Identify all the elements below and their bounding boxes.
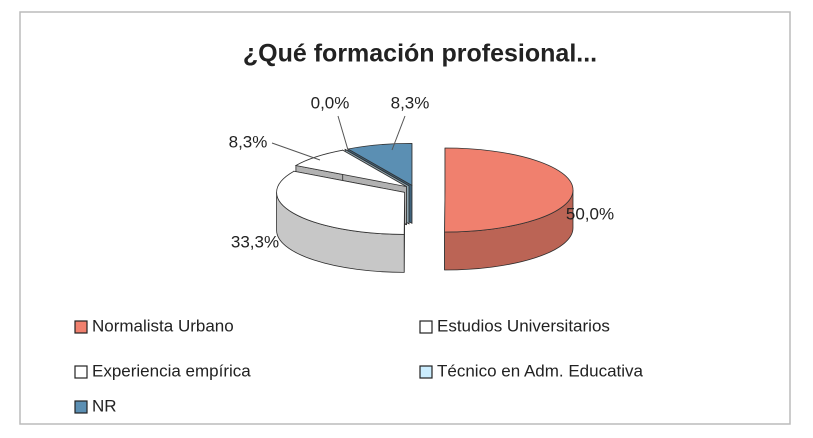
- data-label: 8,3%: [229, 132, 268, 151]
- data-label: 8,3%: [391, 93, 430, 112]
- legend-label: Estudios Universitarios: [437, 316, 610, 335]
- legend-label: NR: [92, 396, 117, 415]
- legend-label: Técnico en Adm. Educativa: [437, 361, 644, 380]
- legend-swatch: [420, 321, 432, 333]
- data-label: 50,0%: [566, 204, 614, 223]
- legend-label: Normalista Urbano: [92, 316, 234, 335]
- legend-swatch: [75, 366, 87, 378]
- legend-swatch: [75, 321, 87, 333]
- data-label: 0,0%: [311, 93, 350, 112]
- chart-title: ¿Qué formación profesional...: [243, 40, 597, 68]
- legend-swatch: [75, 401, 87, 413]
- data-label: 33,3%: [231, 232, 279, 251]
- legend-swatch: [420, 366, 432, 378]
- legend-label: Experiencia empírica: [92, 361, 251, 380]
